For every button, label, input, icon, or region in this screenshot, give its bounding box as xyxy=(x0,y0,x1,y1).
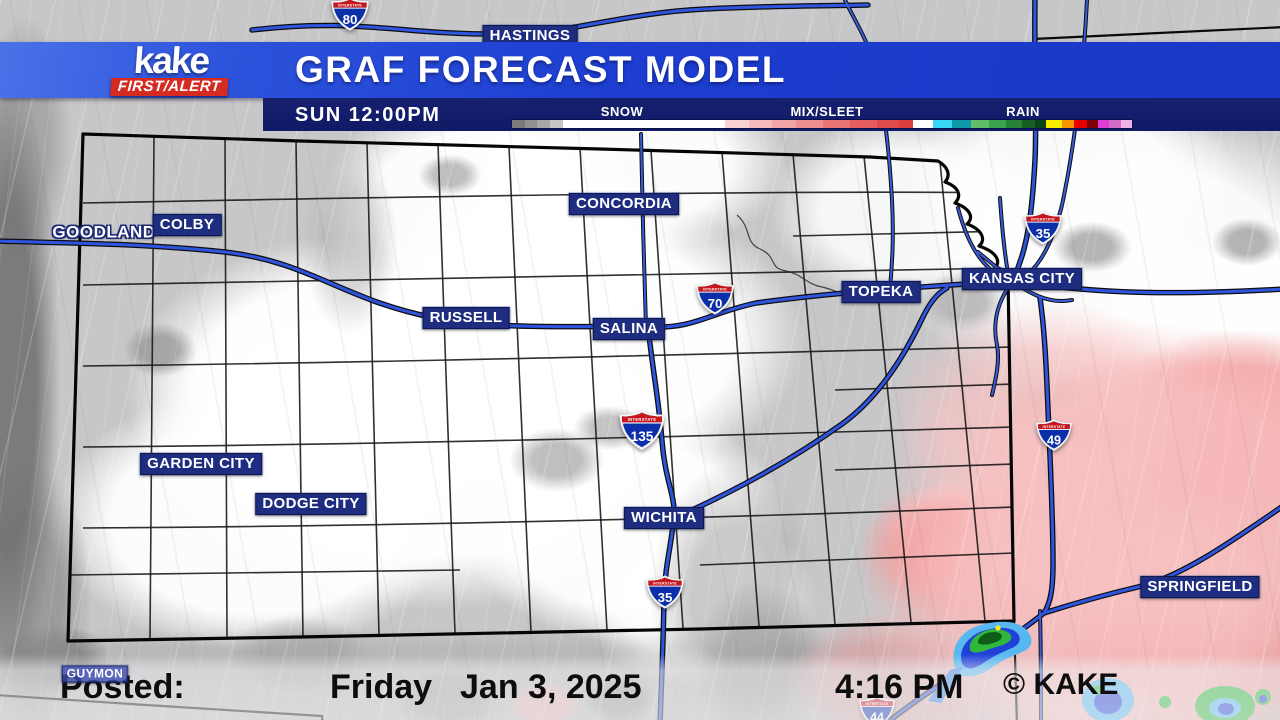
legend-color-segment xyxy=(1097,120,1110,128)
posted-day: Friday xyxy=(330,668,433,706)
legend-color-segment xyxy=(1121,120,1133,128)
legend-color-segment xyxy=(549,120,563,128)
city-label-concordia: CONCORDIA xyxy=(568,193,680,215)
legend-color-segment xyxy=(537,120,550,128)
legend-color-segment xyxy=(1021,120,1036,128)
city-label-guymon: GUYMON xyxy=(61,665,129,683)
svg-text:35: 35 xyxy=(658,590,673,605)
header-banner: kake FIRST/ALERT GRAF FORECAST MODEL xyxy=(0,40,1280,98)
city-label-hastings: HASTINGS xyxy=(482,25,578,47)
city-label-dodge-city: DODGE CITY xyxy=(255,493,367,515)
svg-text:INTERSTATE: INTERSTATE xyxy=(1031,217,1055,221)
city-label-kansas-city: KANSAS CITY xyxy=(961,268,1083,290)
interstate-49-shield-icon: INTERSTATE 49 xyxy=(1036,419,1072,451)
svg-text:INTERSTATE: INTERSTATE xyxy=(653,581,677,585)
legend-color-segment xyxy=(524,120,538,128)
legend-color-segment xyxy=(822,120,851,128)
interstate-135-shield-icon: INTERSTATE 135 xyxy=(619,410,665,450)
legend-label-snow: SNOW xyxy=(600,104,644,119)
legend-color-bar xyxy=(512,120,1133,128)
interstate-35-south-shield-icon: INTERSTATE 35 xyxy=(646,575,684,609)
interstate-35-shield-icon: INTERSTATE 35 xyxy=(1024,211,1062,245)
svg-text:INTERSTATE: INTERSTATE xyxy=(703,287,727,291)
footer-caption: Posted: Friday Jan 3, 2025 4:16 PM © KAK… xyxy=(0,668,1280,714)
kansas-border xyxy=(66,132,1016,643)
svg-text:INTERSTATE: INTERSTATE xyxy=(628,417,657,422)
legend-color-segment xyxy=(772,120,796,128)
legend-color-segment xyxy=(1086,120,1098,128)
legend-bar-container: SUN 12:00PM SNOW MIX/SLEET RAIN xyxy=(263,98,1280,131)
legend-color-segment xyxy=(562,120,726,128)
kake-logo-text: kake xyxy=(132,40,210,81)
county-grid xyxy=(69,136,1014,640)
legend-color-segment xyxy=(877,120,899,128)
legend-color-segment xyxy=(1046,120,1062,128)
legend-color-segment xyxy=(952,120,972,128)
city-label-topeka: TOPEKA xyxy=(841,281,921,303)
svg-text:135: 135 xyxy=(631,429,654,444)
interstate-70-shield-icon: INTERSTATE 70 xyxy=(696,281,734,315)
city-label-wichita: WICHITA xyxy=(624,507,704,529)
svg-text:35: 35 xyxy=(1036,226,1051,241)
posted-date: Jan 3, 2025 xyxy=(460,668,642,706)
legend-color-segment xyxy=(748,120,773,128)
copyright-kake: © KAKE xyxy=(1003,668,1119,701)
city-label-springfield: SPRINGFIELD xyxy=(1140,576,1260,598)
legend-color-segment xyxy=(512,120,525,128)
legend-color-segment xyxy=(933,120,953,128)
legend-color-segment xyxy=(1006,120,1022,128)
svg-text:INTERSTATE: INTERSTATE xyxy=(338,3,362,7)
legend-color-segment xyxy=(989,120,1007,128)
legend-color-segment xyxy=(1109,120,1122,128)
footer-wash-band xyxy=(0,654,1280,720)
city-label-colby: COLBY xyxy=(152,214,222,236)
legend-color-segment xyxy=(795,120,823,128)
legend-color-segment xyxy=(850,120,878,128)
first-alert-badge: FIRST/ALERT xyxy=(110,78,229,96)
svg-text:70: 70 xyxy=(708,296,723,311)
city-label-salina: SALINA xyxy=(592,318,666,340)
legend-label-rain: RAIN xyxy=(1006,104,1040,119)
forecast-valid-time: SUN 12:00PM xyxy=(295,104,441,126)
legend-color-segment xyxy=(1061,120,1075,128)
kake-first-alert-logo: kake FIRST/ALERT xyxy=(110,40,230,96)
page-title: GRAF FORECAST MODEL xyxy=(295,49,786,90)
state-border-northeast xyxy=(1032,26,1280,41)
city-label-garden-city: GARDEN CITY xyxy=(140,453,262,475)
legend-label-mix-sleet: MIX/SLEET xyxy=(790,104,864,119)
svg-text:80: 80 xyxy=(343,12,358,27)
interstate-80-shield-icon: INTERSTATE 80 xyxy=(331,0,369,31)
legend-color-segment xyxy=(1074,120,1087,128)
legend-color-segment xyxy=(971,120,990,128)
legend-color-segment xyxy=(913,120,934,128)
city-label-russell: RUSSELL xyxy=(422,307,510,329)
city-label-goodland: GOODLAND xyxy=(52,222,156,242)
legend-color-segment xyxy=(1035,120,1047,128)
svg-text:49: 49 xyxy=(1047,433,1061,447)
legend-color-segment xyxy=(725,120,749,128)
svg-text:INTERSTATE: INTERSTATE xyxy=(1043,425,1066,429)
posted-time: 4:16 PM xyxy=(835,668,964,706)
legend-color-segment xyxy=(898,120,914,128)
